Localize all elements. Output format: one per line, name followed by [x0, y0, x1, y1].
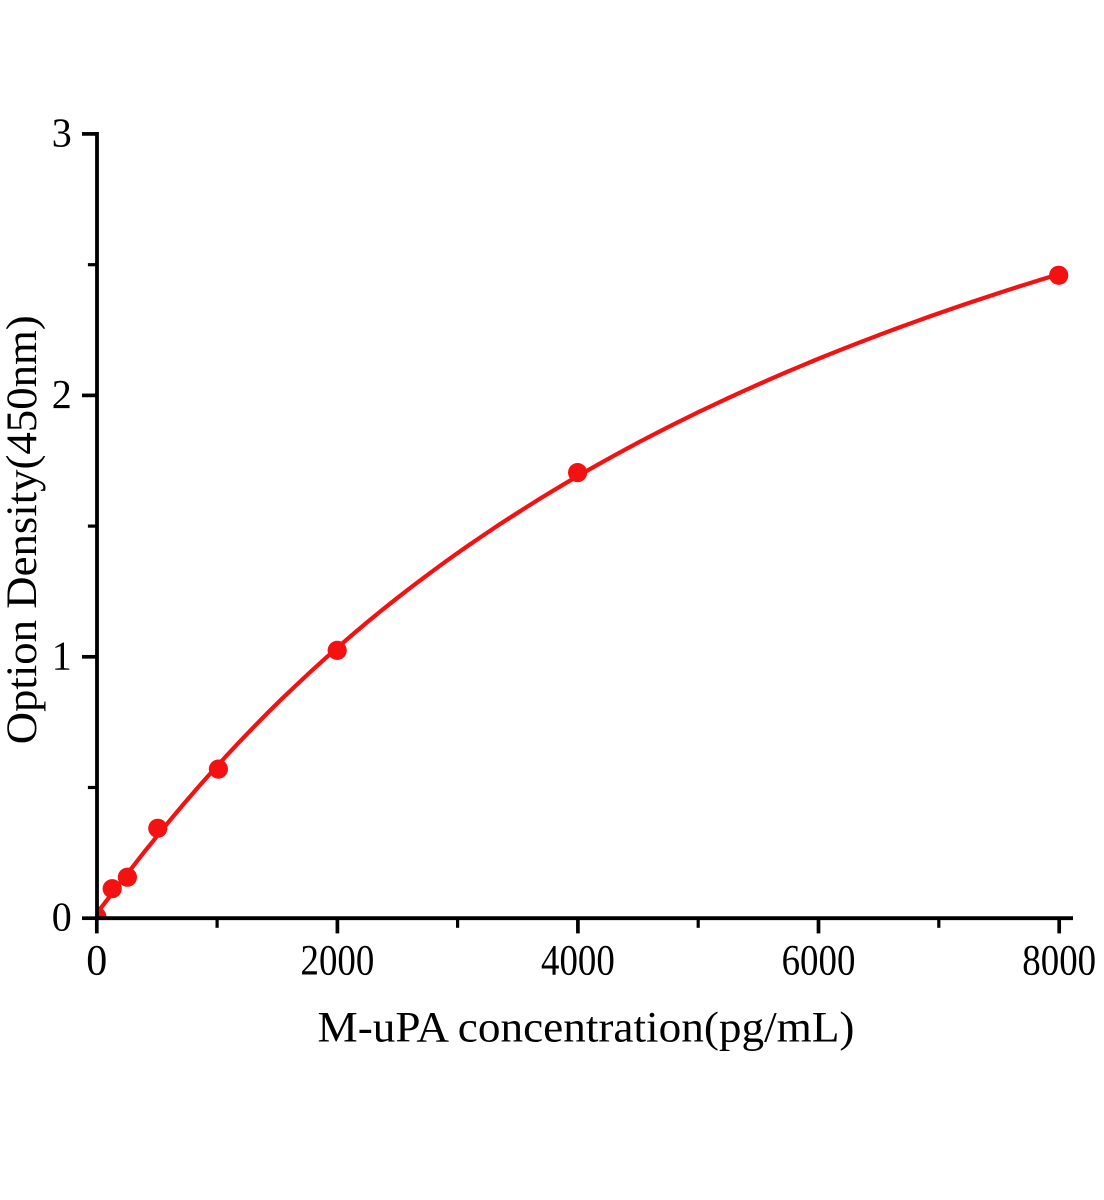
svg-text:0: 0 [52, 894, 72, 940]
svg-text:2: 2 [52, 371, 72, 417]
svg-text:6000: 6000 [782, 936, 856, 984]
svg-text:4000: 4000 [541, 936, 615, 984]
svg-text:M-uPA concentration(pg/mL): M-uPA concentration(pg/mL) [318, 1003, 855, 1051]
svg-text:8000: 8000 [1022, 936, 1096, 984]
svg-text:3: 3 [52, 109, 72, 155]
svg-text:Option Density(450nm): Option Density(450nm) [0, 315, 46, 744]
svg-text:1: 1 [52, 632, 72, 678]
svg-text:2000: 2000 [301, 936, 375, 984]
svg-text:0: 0 [86, 936, 107, 984]
